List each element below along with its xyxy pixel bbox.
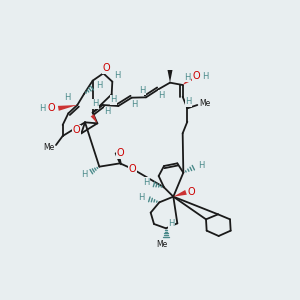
Text: Me: Me <box>200 98 211 107</box>
Text: H: H <box>64 94 70 103</box>
Text: Me: Me <box>156 240 168 249</box>
Polygon shape <box>167 70 172 83</box>
Text: O: O <box>129 164 136 174</box>
Text: O: O <box>117 148 124 158</box>
Polygon shape <box>183 76 193 85</box>
Text: Me: Me <box>44 142 55 152</box>
Text: H: H <box>198 161 205 170</box>
Text: H: H <box>138 193 145 202</box>
Polygon shape <box>173 190 187 197</box>
Text: H: H <box>158 91 164 100</box>
Text: H: H <box>185 97 192 106</box>
Text: H: H <box>92 99 99 108</box>
Text: H: H <box>139 86 145 95</box>
Text: H: H <box>81 170 88 179</box>
Text: H: H <box>143 178 149 187</box>
Text: H: H <box>114 71 121 80</box>
Text: H: H <box>104 107 111 116</box>
Text: H: H <box>202 72 208 81</box>
Text: H: H <box>39 104 46 113</box>
Text: O: O <box>187 187 195 197</box>
Text: H: H <box>96 82 102 91</box>
Text: H: H <box>131 100 138 109</box>
Text: O: O <box>192 71 200 81</box>
Text: H: H <box>168 220 175 229</box>
Polygon shape <box>91 114 97 123</box>
Polygon shape <box>58 105 77 111</box>
Text: O: O <box>103 63 110 73</box>
Text: O: O <box>47 103 55 113</box>
Text: H: H <box>184 73 191 82</box>
Text: O: O <box>73 125 80 135</box>
Text: H: H <box>110 95 116 104</box>
